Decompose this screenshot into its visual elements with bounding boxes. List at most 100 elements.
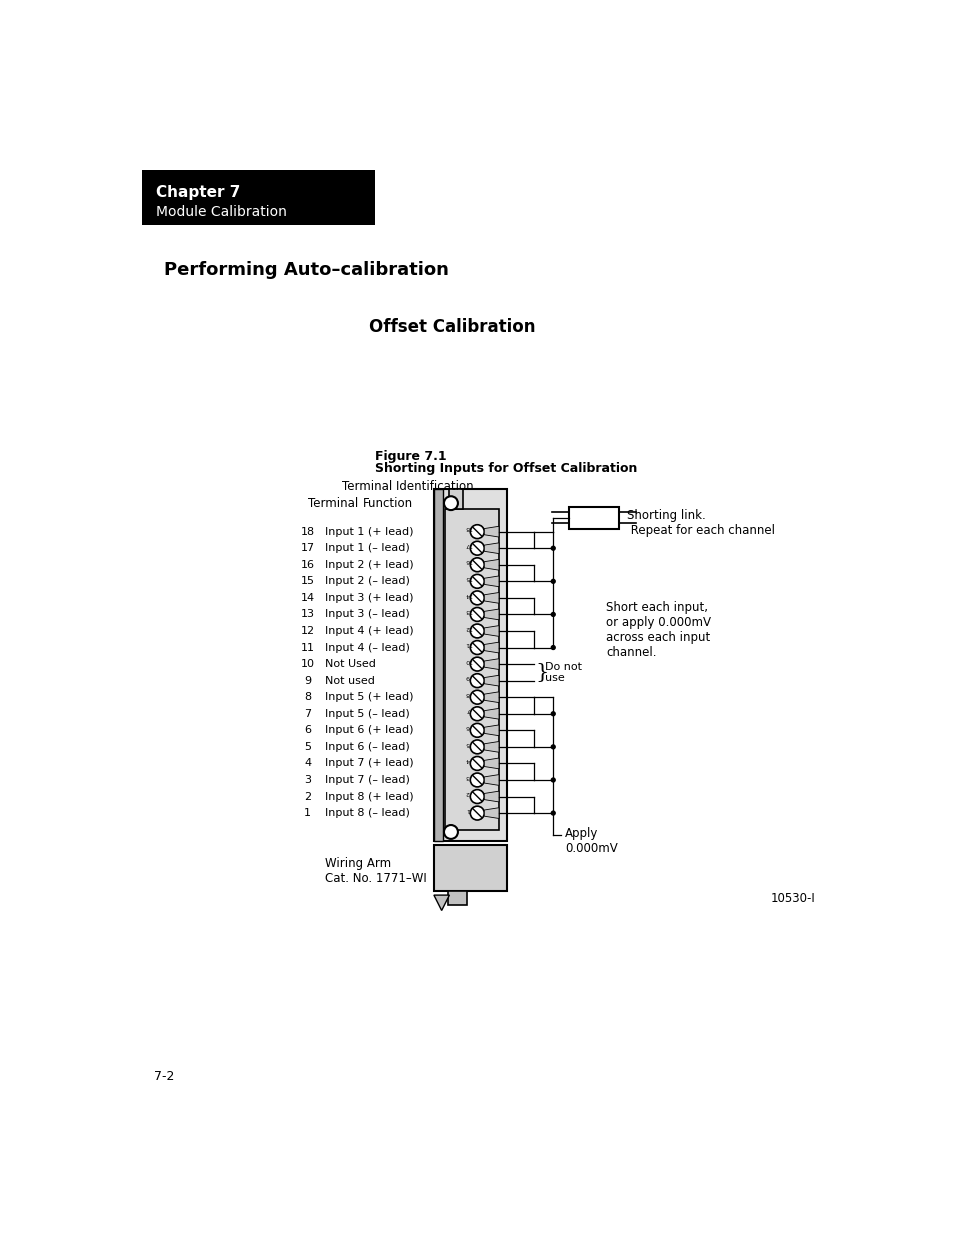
- Polygon shape: [484, 526, 498, 537]
- Text: 18: 18: [300, 526, 314, 537]
- Text: 7: 7: [465, 708, 470, 713]
- Text: 7: 7: [304, 709, 311, 719]
- Circle shape: [470, 740, 484, 753]
- Polygon shape: [484, 808, 498, 819]
- Text: 6: 6: [304, 725, 311, 735]
- Text: 4: 4: [304, 758, 311, 768]
- Text: 15: 15: [300, 577, 314, 587]
- Polygon shape: [484, 642, 498, 653]
- Circle shape: [443, 496, 457, 510]
- Text: Input 4 (+ lead): Input 4 (+ lead): [325, 626, 414, 636]
- Text: Chapter 7: Chapter 7: [156, 185, 240, 200]
- Circle shape: [551, 646, 555, 650]
- Text: 18: 18: [464, 525, 472, 530]
- Circle shape: [470, 641, 484, 655]
- Text: Input 2 (– lead): Input 2 (– lead): [325, 577, 410, 587]
- Circle shape: [470, 525, 484, 538]
- Bar: [448, 489, 462, 509]
- Text: 13: 13: [300, 609, 314, 620]
- Text: 17: 17: [463, 542, 472, 547]
- Text: Input 3 (+ lead): Input 3 (+ lead): [325, 593, 414, 603]
- Text: Input 7 (– lead): Input 7 (– lead): [325, 776, 410, 785]
- Circle shape: [551, 811, 555, 815]
- Text: 4: 4: [465, 757, 470, 762]
- Text: Input 3 (– lead): Input 3 (– lead): [325, 609, 410, 620]
- Bar: [447, 892, 467, 905]
- Text: 1: 1: [466, 806, 470, 811]
- Polygon shape: [484, 676, 498, 687]
- Text: 5: 5: [466, 741, 470, 746]
- Polygon shape: [484, 609, 498, 620]
- Circle shape: [470, 773, 484, 787]
- Text: 11: 11: [464, 641, 472, 646]
- Polygon shape: [484, 576, 498, 587]
- Text: Wiring Arm
Cat. No. 1771–WI: Wiring Arm Cat. No. 1771–WI: [324, 857, 426, 884]
- Text: Performing Auto–calibration: Performing Auto–calibration: [164, 261, 449, 279]
- Text: 10530-I: 10530-I: [769, 893, 814, 905]
- Text: 7-2: 7-2: [154, 1070, 174, 1083]
- Polygon shape: [484, 692, 498, 703]
- Text: Input 6 (+ lead): Input 6 (+ lead): [325, 725, 414, 735]
- Text: 10: 10: [464, 658, 472, 663]
- Polygon shape: [484, 543, 498, 553]
- Text: }: }: [535, 663, 548, 682]
- Circle shape: [470, 674, 484, 688]
- Text: Shorting Inputs for Offset Calibration: Shorting Inputs for Offset Calibration: [375, 462, 637, 475]
- Text: Terminal: Terminal: [307, 498, 357, 510]
- Text: 14: 14: [463, 592, 472, 597]
- Polygon shape: [484, 658, 498, 669]
- Text: Input 5 (– lead): Input 5 (– lead): [325, 709, 410, 719]
- Text: 10: 10: [300, 659, 314, 669]
- Text: 17: 17: [300, 543, 314, 553]
- Text: 16: 16: [464, 558, 472, 563]
- Text: 9: 9: [304, 676, 311, 685]
- Circle shape: [551, 778, 555, 782]
- Text: 5: 5: [304, 742, 311, 752]
- Text: 16: 16: [300, 559, 314, 569]
- Text: 2: 2: [304, 792, 311, 802]
- Polygon shape: [434, 895, 449, 910]
- Text: Function: Function: [363, 498, 413, 510]
- Text: Input 7 (+ lead): Input 7 (+ lead): [325, 758, 414, 768]
- Circle shape: [470, 724, 484, 737]
- Text: Input 1 (– lead): Input 1 (– lead): [325, 543, 410, 553]
- Bar: [434, 489, 443, 841]
- Text: 14: 14: [300, 593, 314, 603]
- Text: Input 5 (+ lead): Input 5 (+ lead): [325, 692, 414, 703]
- Polygon shape: [484, 774, 498, 785]
- Text: 8: 8: [466, 690, 470, 695]
- Text: 2: 2: [465, 790, 470, 795]
- Bar: [142, 169, 375, 225]
- Bar: [568, 508, 618, 529]
- Text: Module Calibration: Module Calibration: [156, 205, 287, 219]
- Circle shape: [470, 806, 484, 820]
- Text: Shorting link.
 Repeat for each channel: Shorting link. Repeat for each channel: [626, 509, 774, 536]
- Text: Terminal Identification: Terminal Identification: [342, 480, 474, 494]
- Text: Input 8 (– lead): Input 8 (– lead): [325, 808, 410, 818]
- Text: 12: 12: [463, 625, 472, 630]
- Text: Do not
use: Do not use: [544, 662, 581, 683]
- Text: Figure 7.1: Figure 7.1: [375, 450, 446, 463]
- Circle shape: [470, 574, 484, 588]
- Polygon shape: [484, 626, 498, 636]
- Circle shape: [551, 613, 555, 616]
- Circle shape: [551, 745, 555, 748]
- Circle shape: [470, 558, 484, 572]
- Circle shape: [470, 706, 484, 721]
- Text: Input 6 (– lead): Input 6 (– lead): [325, 742, 410, 752]
- Text: 1: 1: [304, 808, 311, 818]
- Text: 6: 6: [466, 724, 470, 729]
- Text: 13: 13: [463, 608, 472, 613]
- Circle shape: [470, 690, 484, 704]
- Text: Input 8 (+ lead): Input 8 (+ lead): [325, 792, 414, 802]
- Circle shape: [551, 579, 555, 583]
- Bar: [434, 845, 506, 892]
- Text: 9: 9: [465, 674, 470, 679]
- Polygon shape: [484, 593, 498, 603]
- Text: 11: 11: [300, 642, 314, 652]
- Text: 3: 3: [465, 773, 470, 778]
- Circle shape: [551, 546, 555, 550]
- Circle shape: [443, 825, 457, 839]
- Polygon shape: [484, 758, 498, 769]
- Text: 3: 3: [304, 776, 311, 785]
